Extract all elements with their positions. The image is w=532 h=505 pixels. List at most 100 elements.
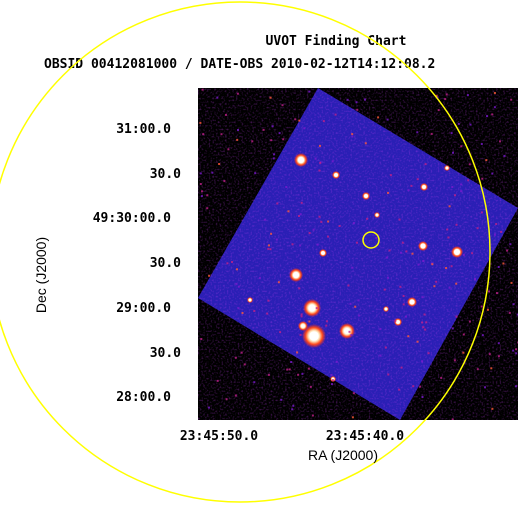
noise-speckle [301, 372, 304, 375]
noise-speckle [322, 120, 325, 123]
noise-speckle [436, 96, 439, 99]
noise-speckle [481, 177, 484, 180]
noise-speckle [290, 361, 293, 363]
noise-speckle [275, 238, 278, 241]
noise-speckle [512, 303, 515, 306]
x-tick-label: 23:45:50.0 [180, 429, 258, 444]
noise-speckle [455, 315, 458, 318]
noise-speckle [211, 171, 214, 174]
noise-speckle [440, 376, 443, 379]
noise-speckle [347, 284, 350, 287]
noise-speckle [351, 135, 354, 138]
noise-speckle [270, 139, 273, 142]
noise-speckle [267, 247, 270, 250]
noise-speckle [379, 354, 382, 357]
y-tick-label: 28:00.0 [116, 390, 171, 405]
noise-speckle [364, 98, 366, 101]
noise-speckle [200, 195, 203, 198]
noise-speckle [410, 184, 413, 187]
noise-speckle [206, 207, 209, 210]
noise-speckle [491, 407, 494, 410]
noise-speckle [234, 356, 237, 359]
noise-speckle [398, 388, 401, 391]
noise-speckle [201, 88, 204, 91]
noise-speckle [400, 251, 402, 254]
y-tick-label: 29:00.0 [116, 301, 171, 316]
noise-speckle [400, 366, 403, 369]
noise-speckle [421, 321, 424, 324]
star-core [422, 185, 426, 189]
noise-speckle [354, 305, 357, 308]
noise-speckle [251, 140, 254, 143]
noise-speckle [401, 241, 404, 244]
noise-speckle [510, 98, 513, 101]
noise-speckle [281, 104, 284, 107]
noise-speckle [237, 285, 240, 288]
noise-speckle [201, 190, 203, 193]
noise-speckle [430, 132, 433, 135]
noise-speckle [276, 202, 279, 205]
noise-speckle [405, 315, 407, 318]
noise-speckle [355, 101, 358, 104]
noise-speckle [451, 186, 454, 188]
noise-speckle [236, 268, 238, 271]
noise-speckle [444, 98, 447, 101]
star-core [445, 166, 449, 170]
noise-speckle [402, 303, 405, 306]
noise-speckle [348, 330, 351, 333]
noise-speckle [416, 131, 419, 134]
noise-speckle [435, 280, 438, 283]
noise-speckle [236, 92, 239, 95]
noise-speckle [476, 227, 479, 230]
noise-speckle [299, 213, 302, 216]
noise-speckle [402, 295, 405, 297]
noise-speckle [451, 327, 454, 330]
noise-speckle [435, 94, 438, 97]
noise-speckle [208, 274, 211, 277]
noise-speckle [277, 281, 280, 284]
noise-speckle [216, 379, 219, 382]
y-tick-label: 31:00.0 [116, 122, 171, 137]
noise-speckle [502, 262, 505, 265]
noise-speckle [319, 144, 321, 147]
noise-speckle [298, 215, 300, 217]
noise-speckle [270, 232, 273, 235]
noise-speckle [327, 220, 330, 223]
noise-speckle [447, 236, 450, 239]
noise-speckle [314, 157, 317, 160]
noise-speckle [273, 153, 276, 156]
noise-speckle [453, 359, 456, 362]
noise-speckle [330, 374, 333, 376]
noise-speckle [500, 230, 503, 233]
noise-speckle [202, 133, 205, 136]
noise-speckle [316, 243, 319, 246]
noise-speckle [445, 93, 448, 96]
noise-speckle [254, 172, 257, 175]
star-core [298, 157, 304, 163]
noise-speckle [299, 244, 302, 247]
noise-speckle [485, 159, 488, 162]
noise-speckle [220, 133, 223, 136]
noise-speckle [271, 125, 274, 128]
noise-speckle [325, 320, 328, 323]
noise-speckle [509, 243, 512, 246]
noise-speckle [433, 285, 436, 288]
stars [199, 88, 518, 420]
sky-image-noise [198, 88, 518, 420]
noise-speckle [497, 266, 500, 268]
noise-speckle [352, 392, 355, 395]
noise-speckle [334, 113, 337, 116]
noise-speckle [231, 261, 233, 263]
noise-speckle [320, 220, 323, 223]
noise-speckle [262, 128, 265, 131]
noise-speckle [490, 367, 493, 370]
noise-speckle [331, 160, 334, 163]
noise-speckle [349, 302, 352, 305]
noise-speckle [318, 215, 321, 218]
noise-speckle [356, 108, 359, 111]
noise-speckle [352, 222, 355, 224]
star-core [409, 299, 415, 305]
noise-speckle [517, 341, 518, 344]
noise-speckle [510, 281, 513, 284]
